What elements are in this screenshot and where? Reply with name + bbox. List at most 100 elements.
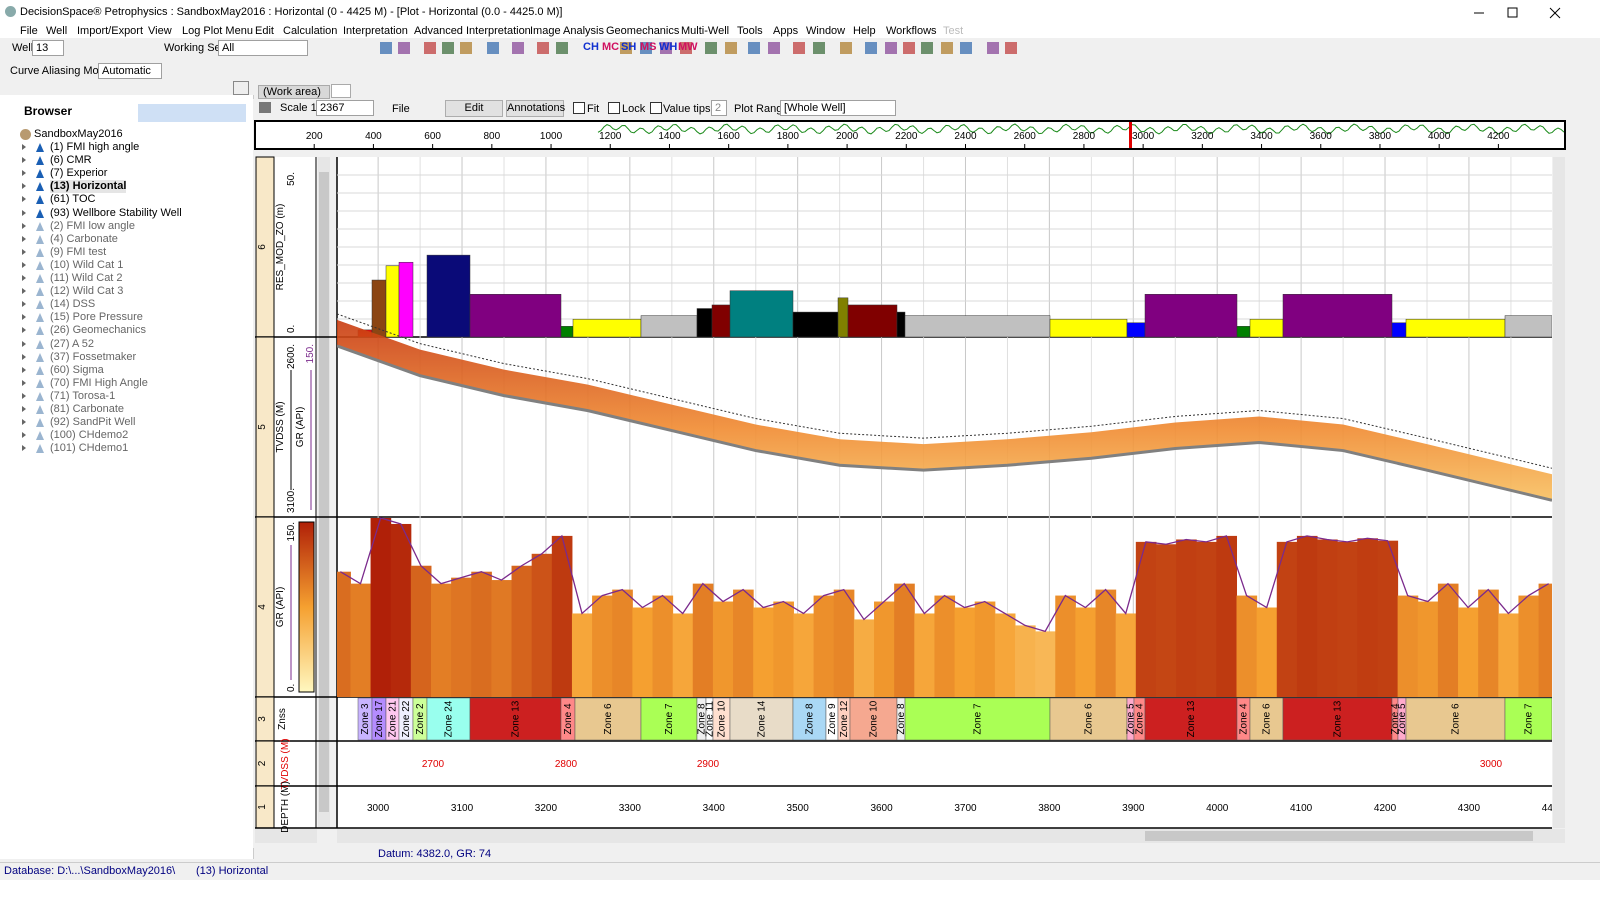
tab[interactable]: (Work area): [258, 85, 330, 99]
close-panel-button[interactable]: [233, 81, 249, 95]
toolbar-icon[interactable]: [640, 42, 652, 54]
menu-item[interactable]: Geomechanics: [606, 25, 680, 37]
browser-tools[interactable]: [138, 104, 246, 122]
toolbar-icon[interactable]: [903, 42, 915, 54]
toolbar-icon[interactable]: [725, 42, 737, 54]
tree-item[interactable]: (37) Fossetmaker: [50, 350, 137, 363]
plot-range-select[interactable]: [Whole Well]: [780, 100, 896, 116]
toolbar-icon[interactable]: [556, 42, 568, 54]
tree-item[interactable]: (92) SandPit Well: [50, 416, 136, 429]
toolbar-icon[interactable]: [960, 42, 972, 54]
tree-item[interactable]: (61) TOC: [50, 193, 96, 206]
toolbar-icon[interactable]: [813, 42, 825, 54]
menu-item[interactable]: Help: [853, 25, 876, 37]
tree-expander[interactable]: [22, 144, 26, 150]
menu-item[interactable]: Well: [46, 25, 68, 37]
tree-expander[interactable]: [22, 183, 26, 190]
tree-expander[interactable]: [22, 340, 26, 347]
toolbar-button[interactable]: MS: [640, 41, 657, 53]
fit-checkbox[interactable]: [573, 102, 585, 114]
tree-item[interactable]: (81) Carbonate: [50, 403, 124, 415]
menu-item[interactable]: Tools: [737, 25, 763, 37]
tree-item[interactable]: (4) Carbonate: [50, 232, 118, 245]
lock-checkbox[interactable]: [608, 102, 620, 114]
tree-item[interactable]: (27) A 52: [50, 337, 95, 350]
tree-item[interactable]: (101) CHdemo1: [50, 442, 129, 455]
menu-item[interactable]: Edit: [255, 25, 274, 37]
tree-expander[interactable]: [22, 301, 26, 308]
scale-input[interactable]: 2367: [316, 100, 374, 116]
toolbar-icon[interactable]: [442, 42, 454, 54]
menu-item[interactable]: Window: [806, 25, 846, 37]
toolbar-icon[interactable]: [537, 42, 549, 54]
tree-item[interactable]: (60) Sigma: [50, 363, 104, 376]
tree-item[interactable]: (6) CMR: [50, 154, 92, 167]
tree-expander[interactable]: [22, 419, 26, 426]
toolbar-icon[interactable]: [512, 42, 524, 54]
toolbar-icon[interactable]: [941, 42, 953, 54]
tree-expander[interactable]: [22, 209, 26, 216]
tree-expander[interactable]: [22, 327, 26, 334]
tree-item[interactable]: (71) Torosa-1: [50, 389, 116, 402]
toolbar-button[interactable]: MC: [602, 41, 620, 53]
tree-expander[interactable]: [22, 275, 26, 281]
toolbar-icon[interactable]: [768, 42, 780, 54]
tree-expander[interactable]: [22, 353, 26, 360]
tree-expander[interactable]: [22, 392, 26, 399]
working-set-select[interactable]: All: [218, 40, 308, 56]
toolbar-icon[interactable]: [987, 42, 999, 54]
toolbar-icon[interactable]: [660, 42, 672, 54]
toolbar-icon[interactable]: [840, 42, 852, 54]
tree-expander[interactable]: [22, 432, 26, 439]
menu-item[interactable]: View: [148, 25, 172, 37]
tree-expander[interactable]: [22, 379, 26, 386]
menu-item[interactable]: Image Analysis: [530, 25, 604, 37]
well-input[interactable]: 13: [32, 40, 64, 56]
toolbar-icon[interactable]: [1005, 42, 1017, 54]
menu-item[interactable]: Log Plot Menu: [182, 25, 253, 37]
print-icon[interactable]: [259, 102, 271, 113]
toolbar-icon[interactable]: [380, 42, 392, 54]
toolbar-icon[interactable]: [705, 42, 717, 54]
toolbar-icon[interactable]: [793, 42, 805, 54]
toolbar-icon[interactable]: [865, 42, 877, 54]
menu-item[interactable]: Multi-Well: [681, 25, 730, 37]
edit-format-button[interactable]: Edit Format: [445, 100, 503, 129]
curve-aliasing-select[interactable]: Automatic: [98, 63, 162, 79]
toolbar-button[interactable]: SH: [621, 41, 637, 53]
toolbar-icon[interactable]: [680, 42, 692, 54]
toolbar-icon[interactable]: [487, 42, 499, 54]
toolbar-icon[interactable]: [398, 42, 410, 54]
tree-item[interactable]: (12) Wild Cat 3: [50, 285, 124, 298]
annotations-button[interactable]: Annotations: [506, 100, 565, 117]
tree-expander[interactable]: [22, 445, 26, 452]
tree-expander[interactable]: [22, 235, 26, 242]
toolbar-button[interactable]: WH: [659, 41, 678, 53]
tree-expander[interactable]: [22, 196, 26, 203]
tree-item[interactable]: (13) Horizontal: [50, 180, 127, 194]
tree-expander[interactable]: [22, 406, 26, 412]
value-tips-count[interactable]: 2: [711, 100, 727, 116]
tree-expander[interactable]: [22, 261, 26, 268]
tree-item[interactable]: (93) Wellbore Stability Well: [50, 206, 182, 219]
tree-expander[interactable]: [22, 248, 26, 255]
tree-item[interactable]: (14) DSS: [50, 298, 96, 311]
toolbar-button[interactable]: CH: [583, 41, 599, 53]
menu-item[interactable]: Workflows: [886, 25, 937, 37]
tree-item[interactable]: (15) Pore Pressure: [50, 311, 143, 324]
toolbar-icon[interactable]: [748, 42, 760, 54]
menu-item[interactable]: Test: [943, 25, 964, 37]
toolbar-icon[interactable]: [460, 42, 472, 54]
tree-item[interactable]: (100) CHdemo2: [50, 429, 129, 442]
tree-item[interactable]: (70) FMI High Angle: [50, 376, 148, 389]
menu-item[interactable]: Interpretation: [343, 25, 408, 37]
file-menu[interactable]: File: [392, 103, 410, 115]
menu-item[interactable]: Apps: [773, 25, 799, 37]
tree-item[interactable]: (7) Experior: [50, 167, 108, 180]
window-controls[interactable]: [1460, 0, 1600, 25]
tree-expander[interactable]: [22, 288, 26, 295]
toolbar-icon[interactable]: [424, 42, 436, 54]
tree-item[interactable]: (9) FMI test: [50, 245, 107, 258]
tree-item[interactable]: (26) Geomechanics: [50, 324, 146, 337]
tree-expander[interactable]: [22, 366, 26, 373]
